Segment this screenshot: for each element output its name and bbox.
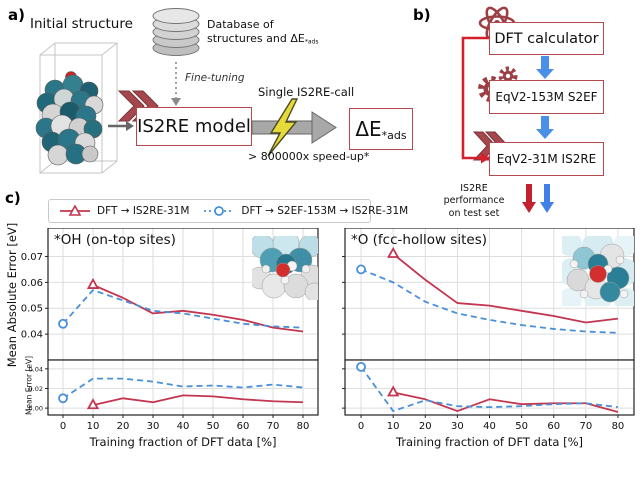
s2ef-model-box: EqV2-153M S2EF <box>489 80 604 114</box>
input-arrow <box>108 121 134 131</box>
svg-text:30: 30 <box>451 421 464 432</box>
series-marker <box>86 277 100 289</box>
performance-caption: IS2RE performance on test set <box>430 183 518 220</box>
feedback-connector-red <box>461 36 490 164</box>
svg-text:0.04: 0.04 <box>29 365 43 373</box>
legend-entry-s2ef-is2re: DFT → S2EF-153M → IS2RE-31M <box>203 205 408 217</box>
panel-c-label: c) <box>5 189 21 207</box>
svg-text:10: 10 <box>87 421 100 432</box>
series-line <box>62 289 304 329</box>
svg-text:30: 30 <box>147 421 160 432</box>
svg-text:40: 40 <box>177 421 190 432</box>
series-marker <box>58 393 68 404</box>
svg-text:0: 0 <box>60 421 66 432</box>
svg-text:50: 50 <box>207 421 220 432</box>
svg-text:60: 60 <box>237 421 250 432</box>
chart-title: *OH (on-top sites) <box>54 232 176 248</box>
svg-text:0.05: 0.05 <box>21 304 43 315</box>
legend-label: DFT → IS2RE-31M <box>97 205 190 217</box>
series-marker <box>356 264 366 275</box>
svg-text:80: 80 <box>612 421 625 432</box>
delta-e-ads-box: ΔE*ads <box>349 108 413 150</box>
legend-marker-circle <box>204 206 235 216</box>
svg-text:0: 0 <box>358 421 364 432</box>
performance-caption-line1: IS2RE performance <box>443 183 505 207</box>
series-line <box>392 253 619 324</box>
svg-text:0.04: 0.04 <box>21 330 43 341</box>
svg-text:0.00: 0.00 <box>29 405 43 413</box>
flow-arrow-blue-2 <box>536 116 554 139</box>
svg-text:20: 20 <box>419 421 432 432</box>
dft-calculator-box: DFT calculator <box>489 22 604 55</box>
molecule-inset-oh <box>252 236 318 300</box>
svg-text:20: 20 <box>117 421 130 432</box>
svg-text:70: 70 <box>579 421 592 432</box>
lightning-arrow-icon <box>251 98 337 157</box>
series-line <box>360 366 619 412</box>
svg-text:0.07: 0.07 <box>21 252 43 263</box>
initial-structure-label: Initial structure <box>30 16 133 32</box>
svg-text:40: 40 <box>483 421 496 432</box>
panel-a-label: a) <box>8 6 25 24</box>
lightning-bolt <box>267 98 299 157</box>
chart-title: *O (fcc-hollow sites) <box>351 232 487 248</box>
series-marker <box>58 318 68 329</box>
performance-arrow-blue <box>540 184 554 213</box>
panel-b-label: b) <box>413 6 431 24</box>
fine-tuning-arrow <box>171 62 181 106</box>
legend-marker-triangle <box>60 205 90 216</box>
flow-arrow-blue-1 <box>536 56 554 79</box>
legend-label: DFT → S2EF-153M → IS2RE-31M <box>241 205 409 217</box>
is2re-31m-box: EqV2-31M IS2RE <box>489 142 604 176</box>
legend-entry-is2re: DFT → IS2RE-31M <box>59 205 189 217</box>
initial-structure-image <box>35 42 118 174</box>
chart-legend: DFT → IS2RE-31M DFT → S2EF-153M → IS2RE-… <box>48 199 408 223</box>
series-marker <box>86 398 100 410</box>
svg-text:10: 10 <box>387 421 400 432</box>
series-line <box>360 268 618 334</box>
performance-caption-line2: on test set <box>448 207 500 219</box>
database-label-line2: structures and ΔE*ads <box>207 31 319 46</box>
series-line <box>92 394 304 407</box>
single-call-label: Single IS2RE-call <box>258 85 355 99</box>
database-label: Database of structures and ΔE*ads <box>207 18 319 46</box>
series-line <box>62 377 304 400</box>
svg-text:60: 60 <box>547 421 560 432</box>
svg-text:0.06: 0.06 <box>21 278 43 289</box>
svg-text:80: 80 <box>297 421 310 432</box>
database-icon <box>152 8 200 56</box>
x-axis-label: Training fraction of DFT data [%] <box>88 435 276 449</box>
series-marker <box>356 361 366 372</box>
panel-a-graphics <box>108 8 337 157</box>
atom-cluster <box>35 71 104 166</box>
x-axis-label: Training fraction of DFT data [%] <box>395 435 583 449</box>
is2re-model-box: IS2RE model <box>136 107 252 146</box>
performance-arrow-red <box>522 184 536 213</box>
molecule-inset-o <box>562 236 634 306</box>
series-marker <box>387 246 400 258</box>
svg-text:0.02: 0.02 <box>29 385 43 393</box>
series-marker <box>387 385 400 397</box>
svg-text:50: 50 <box>515 421 528 432</box>
database-label-line1: Database of <box>207 18 274 31</box>
fine-tuning-label: Fine-tuning <box>185 72 245 84</box>
svg-text:70: 70 <box>267 421 280 432</box>
speedup-label: > 800000x speed-up* <box>248 150 370 163</box>
